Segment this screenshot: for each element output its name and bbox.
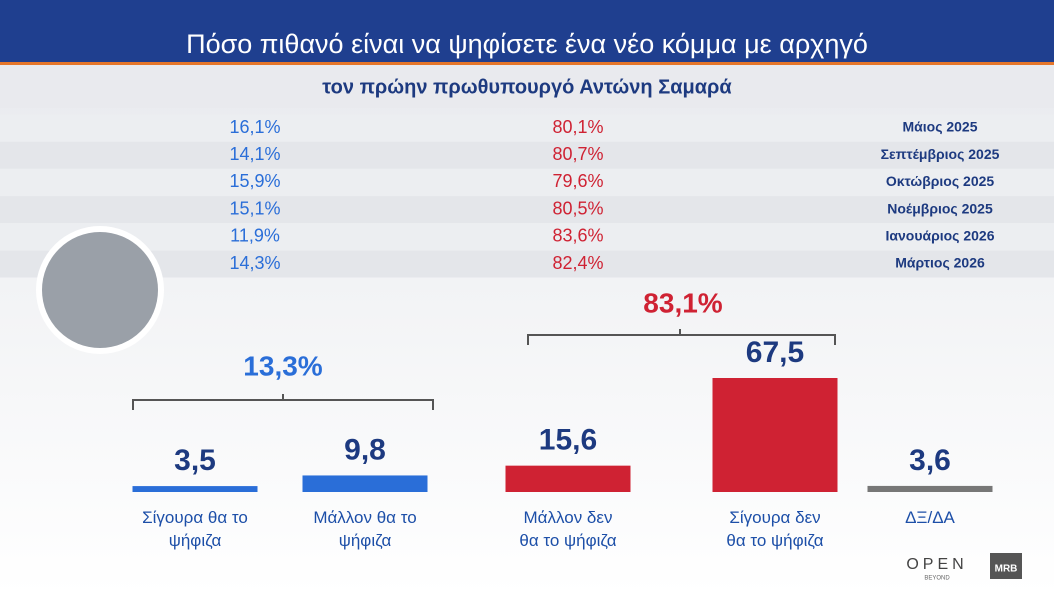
category-label: Σίγουρα δεν θα το ψήφιζα [726,508,824,550]
table-cell: Οκτώβριος 2025 [886,173,995,189]
table-cell: 16,1% [229,117,280,137]
category-label: Μάλλον δεν θα το ψήφιζα [519,508,617,550]
table-cell: 15,9% [229,171,280,191]
logo: OPEN [906,556,967,573]
logo-box [990,553,1022,579]
table-row [0,223,1054,251]
bar [867,485,993,492]
bar [505,465,631,492]
table-cell: 80,1% [552,117,603,137]
bar [132,486,258,492]
table-cell: 14,3% [229,253,280,273]
photo [42,232,158,348]
table-row [0,168,1054,196]
table-cell: 11,9% [230,226,280,246]
logo: MRB [995,564,1018,575]
value-label: 67,5 [746,336,804,369]
title: Πόσο πιθανό είναι να ψηφίσετε ένα νέο κό… [186,29,868,59]
value-label: 3,5 [174,444,216,477]
table-row [0,196,1054,224]
table-cell: 80,7% [552,144,603,164]
group-total: 83,1% [643,287,722,318]
group-total: 13,3% [243,350,322,381]
table-cell: Ιανουάριος 2026 [885,228,994,244]
logo: BEYOND [924,576,950,582]
value-label: 15,6 [539,424,597,457]
bracket [527,329,836,345]
table-cell: 14,1% [229,144,280,164]
accent-line [0,62,1054,65]
category-label: Σίγουρα θα το ψήφιζα [142,508,248,550]
table-cell: 15,1% [229,198,280,218]
subtitle: τον πρώην πρωθυπουργό Αντώνη Σαμαρά [322,76,732,98]
category-label: ΔΞ/ΔΑ [905,508,955,527]
table-row [0,141,1054,169]
bar [712,378,838,492]
table-cell: 82,4% [552,253,603,273]
bracket [132,394,434,410]
table-cell: Μάιος 2025 [902,119,977,135]
title-bar [0,0,1054,62]
table-cell: Σεπτέμβριος 2025 [881,146,1000,162]
category-label: Μάλλον θα το ψήφιζα [313,508,417,550]
table-cell: Μάρτιος 2026 [895,255,985,271]
value-label: 3,6 [909,444,951,477]
table-row [0,250,1054,278]
subtitle-band [0,68,1054,108]
table-cell: 80,5% [552,198,603,218]
value-label: 9,8 [344,433,386,466]
table-cell: 83,6% [552,226,603,246]
table-row [0,114,1054,142]
bar [302,475,428,492]
table-cell: 79,6% [552,171,603,191]
table-cell: Νοέμβριος 2025 [887,200,993,216]
